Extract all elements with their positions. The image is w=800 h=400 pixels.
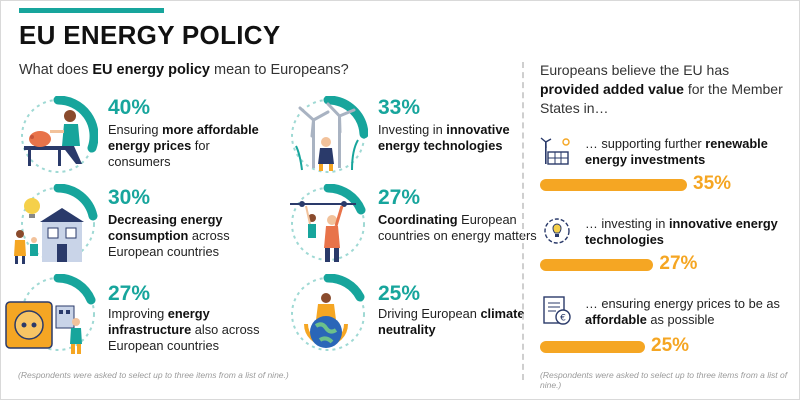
svg-text:€: € (560, 314, 566, 324)
percent-value: 30% (108, 186, 151, 209)
title-accent-bar (19, 8, 164, 13)
percent-value: 35% (693, 173, 732, 194)
added-value-text: … supporting further renewable energy in… (585, 136, 768, 167)
workers-power-line-icon (290, 201, 356, 262)
percent-value: 27% (659, 253, 698, 274)
euro-bill-icon: € (543, 296, 571, 325)
stat-description: Investing in innovative energy technolog… (378, 122, 510, 153)
stat-description: Driving European climate neutrality (378, 306, 525, 337)
wind-turbines-icon (295, 102, 359, 171)
subtitle: What does EU energy policy mean to Europ… (19, 62, 349, 78)
section-divider (522, 62, 524, 380)
person-with-piggy-bank-icon (24, 110, 82, 166)
percent-ring (291, 274, 365, 351)
percent-bar (540, 259, 654, 271)
house-lightbulb-icon (14, 198, 84, 264)
percent-value: 25% (378, 282, 421, 305)
stat-description: Improving energy infrastructure also acr… (108, 306, 260, 353)
stat-description: Coordinating European countries on energ… (378, 212, 537, 243)
added-value-text: … investing in innovative energy technol… (585, 216, 778, 247)
lightbulb-gear-icon (544, 218, 570, 244)
page-title: EU ENERGY POLICY (19, 20, 281, 50)
added-value-heading: Europeans believe the EU has provided ad… (540, 62, 783, 116)
percent-bar (540, 341, 645, 353)
stat-description: Ensuring more affordable energy prices f… (108, 122, 259, 169)
power-socket-icon (5, 301, 82, 354)
percent-bar (540, 179, 687, 191)
percent-value: 25% (651, 335, 690, 356)
person-holding-globe-icon (304, 293, 348, 348)
footnote-left: (Respondents were asked to select up to … (18, 370, 289, 380)
footnote-right: (Respondents were asked to select up to … (540, 370, 788, 390)
percent-ring (21, 96, 98, 173)
stat-description: Decreasing energy consumption across Eur… (108, 212, 230, 259)
percent-value: 40% (108, 96, 151, 119)
percent-value: 27% (378, 186, 421, 209)
added-value-text: … ensuring energy prices to be as afford… (585, 296, 780, 327)
percent-value: 27% (108, 282, 151, 305)
solar-wind-icon (540, 137, 570, 165)
percent-value: 33% (378, 96, 421, 119)
